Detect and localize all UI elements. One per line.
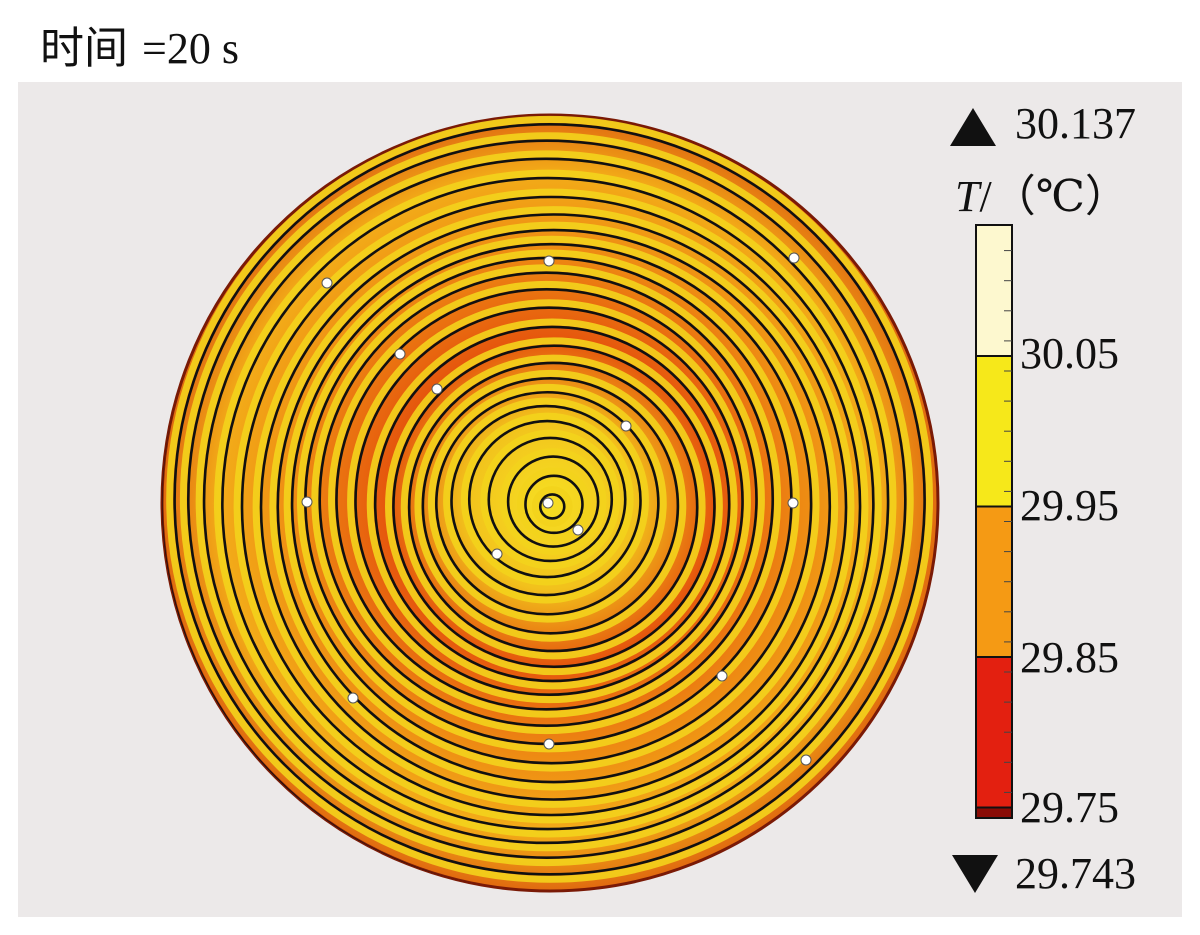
- colorbar: [975, 224, 1013, 819]
- probe-point-11: [347, 692, 359, 704]
- colorbar-tick-label-2: 29.85: [1020, 633, 1119, 682]
- probe-point-5: [321, 277, 333, 289]
- probe-point-14: [800, 754, 812, 766]
- probe-point-12: [716, 670, 728, 682]
- time-title-value: =20 s: [142, 24, 239, 73]
- probe-point-1: [572, 524, 584, 536]
- channel-band-7: [414, 369, 687, 642]
- channel-line-6: [435, 390, 660, 616]
- channel-band-15: [283, 235, 820, 772]
- channel-band-20: [195, 150, 897, 852]
- time-title: 时间 =20 s: [40, 12, 239, 76]
- channel-band-5: [443, 397, 649, 604]
- channel-band-9: [385, 337, 723, 676]
- probe-point-7: [431, 383, 443, 395]
- channel-band-0: [531, 486, 573, 527]
- channel-band-10: [366, 318, 738, 690]
- channel-band-6: [427, 383, 667, 623]
- channel-band-2: [499, 448, 607, 555]
- probe-point-4: [788, 252, 800, 264]
- channel-line-21: [187, 139, 907, 859]
- coolant-channel-rings: [162, 115, 938, 891]
- colorbar-tick-label-1: 29.95: [1020, 481, 1119, 530]
- channel-band-18: [233, 188, 869, 824]
- channel-band-4: [460, 412, 634, 586]
- channel-band-17: [252, 206, 855, 808]
- unit-suffix: /（℃）: [979, 172, 1129, 221]
- channel-line-9: [392, 344, 716, 669]
- channel-line-8: [407, 361, 699, 653]
- channel-line-18: [240, 195, 862, 817]
- channel-band-13: [311, 264, 782, 735]
- channel-band-22: [166, 115, 934, 883]
- channel-band-11: [347, 299, 751, 704]
- probe-point-13: [543, 738, 555, 750]
- channel-line-19: [221, 176, 875, 831]
- channel-band-16: [269, 221, 839, 791]
- time-title-prefix: 时间: [40, 23, 128, 74]
- channel-line-1: [524, 474, 584, 535]
- channel-line-13: [318, 271, 775, 727]
- channel-band-8: [400, 354, 706, 660]
- channel-line-17: [259, 213, 848, 801]
- channel-line-11: [354, 306, 744, 697]
- channel-line-7: [421, 376, 680, 635]
- channel-line-20: [202, 157, 890, 845]
- probe-point-0: [542, 497, 554, 509]
- probe-points: [301, 252, 812, 766]
- channel-line-2: [506, 455, 600, 548]
- probe-point-10: [787, 497, 799, 509]
- hot-band-overlay: [162, 115, 938, 891]
- channel-line-4: [467, 419, 627, 579]
- channel-band-21: [179, 132, 914, 867]
- probe-point-6: [394, 348, 406, 360]
- channel-line-10: [373, 325, 731, 683]
- probe-point-2: [491, 548, 503, 560]
- max-triangle-icon: [950, 108, 996, 146]
- colorbar-max-label: 30.137: [1015, 99, 1136, 148]
- probe-point-3: [543, 255, 555, 267]
- channel-line-3: [487, 436, 614, 563]
- channel-band-1: [517, 467, 591, 542]
- channel-line-22: [173, 123, 926, 876]
- colorbar-tick-label-3: 29.75: [1020, 783, 1119, 832]
- unit-symbol: T: [955, 172, 980, 221]
- min-triangle-icon: [952, 855, 998, 893]
- channel-band-12: [328, 280, 765, 718]
- channel-line-0: [538, 493, 566, 520]
- colorbar-min-label: 29.743: [1015, 849, 1136, 898]
- colorbar-unit: T/（℃）: [955, 160, 1129, 224]
- probe-point-9: [301, 496, 313, 508]
- channel-band-19: [213, 169, 882, 838]
- channel-line-12: [335, 288, 758, 711]
- colorbar-tick-label-0: 30.05: [1020, 329, 1119, 378]
- channel-line-15: [290, 242, 813, 765]
- channel-band-3: [480, 429, 621, 570]
- channel-line-5: [450, 404, 642, 597]
- colorbar-band-0: [976, 225, 1012, 356]
- channel-line-16: [276, 228, 832, 784]
- probe-point-8: [620, 420, 632, 432]
- colorbar-band-4: [976, 807, 1012, 818]
